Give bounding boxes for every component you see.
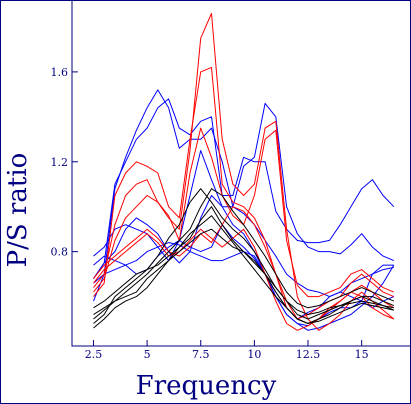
x-tick-label: 10 xyxy=(247,348,261,361)
y-tick-label: 1.2 xyxy=(51,156,69,169)
y-tick-label: 1.6 xyxy=(51,66,69,79)
series-line-12 xyxy=(93,188,394,315)
series-line-15 xyxy=(93,228,394,320)
x-tick-label: 12.5 xyxy=(296,348,321,361)
plot-area-frame xyxy=(71,0,411,347)
x-tick-label: 5 xyxy=(144,348,151,361)
series-layer xyxy=(93,13,395,331)
series-line-7 xyxy=(93,66,394,320)
series-line-13 xyxy=(93,188,394,320)
y-tick-label: 0.8 xyxy=(51,246,69,259)
x-axis-ticks: 2.5 5 7.5 10 12.5 15 xyxy=(85,340,369,361)
x-axis-label: Frequency xyxy=(136,371,277,401)
series-line-1 xyxy=(93,98,395,279)
x-tick-label: 15 xyxy=(355,348,369,361)
x-tick-label: 7.5 xyxy=(192,348,210,361)
series-line-2 xyxy=(93,89,394,302)
series-line-9 xyxy=(93,13,395,331)
series-line-4 xyxy=(93,195,394,320)
y-axis-label: P/S ratio xyxy=(3,153,33,268)
series-line-11 xyxy=(93,206,395,324)
series-line-16 xyxy=(93,215,394,329)
y-axis-ticks: 0.8 1.2 1.6 xyxy=(51,66,78,259)
x-tick-label: 2.5 xyxy=(85,348,103,361)
